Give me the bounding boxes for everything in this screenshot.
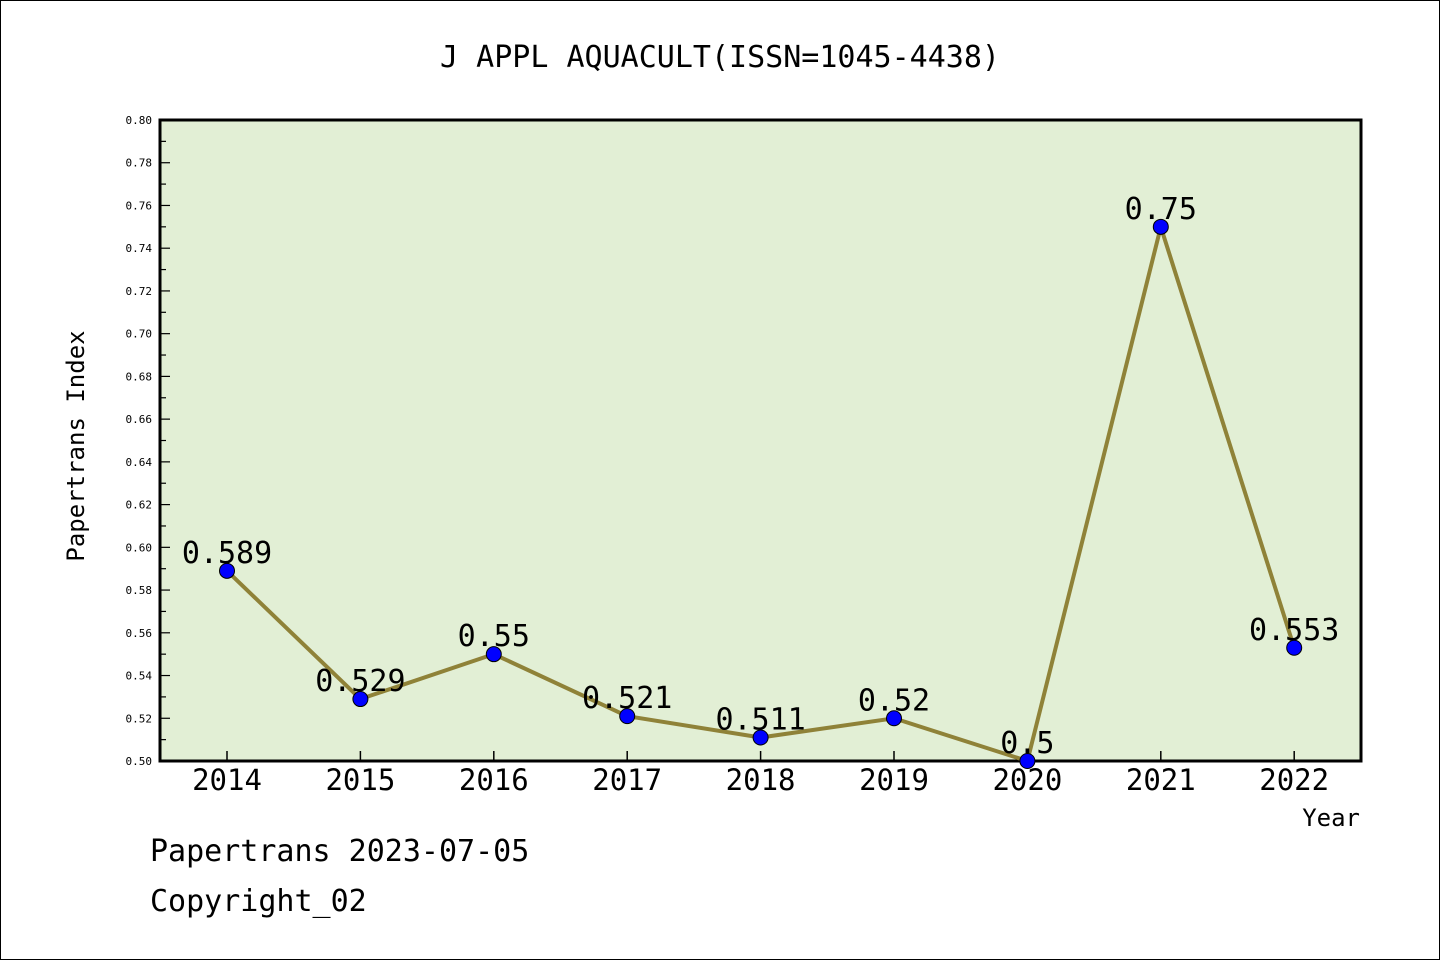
x-tick-label: 2016 xyxy=(459,763,529,797)
y-tick-label: 0.80 xyxy=(126,114,153,127)
y-tick-label: 0.58 xyxy=(126,584,153,597)
y-tick-label: 0.64 xyxy=(126,456,153,469)
data-markers xyxy=(219,218,1303,769)
data-point xyxy=(219,562,235,579)
data-point xyxy=(886,710,902,727)
data-point xyxy=(1286,639,1303,656)
data-point xyxy=(1019,753,1036,769)
x-tick-label: 2019 xyxy=(859,763,929,797)
data-point xyxy=(752,729,769,746)
y-tick-label: 0.52 xyxy=(126,712,153,725)
x-tick-label: 2018 xyxy=(726,763,796,797)
data-label: 0.55 xyxy=(458,619,530,654)
data-label: 0.521 xyxy=(582,681,672,716)
y-tick-label: 0.68 xyxy=(126,370,153,383)
data-label: 0.5 xyxy=(1000,726,1054,761)
y-axis-label: Papertrans Index xyxy=(62,330,90,561)
x-tick-label: 2017 xyxy=(592,763,662,797)
y-tick-label: 0.70 xyxy=(126,328,153,341)
footer-date: Papertrans 2023-07-05 xyxy=(150,834,530,869)
y-tick-label: 0.54 xyxy=(126,670,153,683)
y-axis: 0.50 0.52 0.54 0.56 0.58 0.60 0.62 0.64 0.66 0.68… xyxy=(126,114,170,768)
chart-title: J APPL AQUACULT(ISSN=1045-4438) xyxy=(440,40,1000,75)
y-tick-label: 0.78 xyxy=(126,157,153,170)
data-label: 0.529 xyxy=(315,664,405,699)
y-tick-label: 0.74 xyxy=(126,242,153,255)
x-tick-label: 2015 xyxy=(325,763,395,797)
y-tick-label: 0.66 xyxy=(126,413,153,426)
data-point xyxy=(1152,218,1169,235)
footer-copyright: Copyright_02 xyxy=(150,884,367,919)
data-label: 0.75 xyxy=(1125,192,1197,227)
y-tick-label: 0.62 xyxy=(126,499,153,512)
x-axis: 2014 2015 2016 2017 2018 2019 2020 2021 2022 xyxy=(192,751,1329,797)
y-tick-label: 0.56 xyxy=(126,627,153,640)
data-point xyxy=(485,646,502,663)
y-tick-label: 0.76 xyxy=(126,199,153,212)
data-label: 0.553 xyxy=(1249,613,1339,648)
data-labels: 0.589 0.529 0.55 0.521 0.511 0.52 0.5 0.75 0.553 xyxy=(182,192,1340,761)
x-tick-label: 2022 xyxy=(1259,763,1329,797)
data-point xyxy=(619,708,636,725)
y-tick-label: 0.60 xyxy=(126,541,153,554)
data-point xyxy=(352,691,369,708)
y-tick-label: 0.50 xyxy=(126,755,153,768)
y-tick-label: 0.72 xyxy=(126,285,153,298)
data-label: 0.511 xyxy=(715,702,805,737)
x-axis-label: Year xyxy=(1302,804,1360,832)
data-label: 0.52 xyxy=(858,683,930,718)
data-label: 0.589 xyxy=(182,536,272,571)
x-tick-label: 2021 xyxy=(1126,763,1196,797)
x-tick-label: 2014 xyxy=(192,763,262,797)
